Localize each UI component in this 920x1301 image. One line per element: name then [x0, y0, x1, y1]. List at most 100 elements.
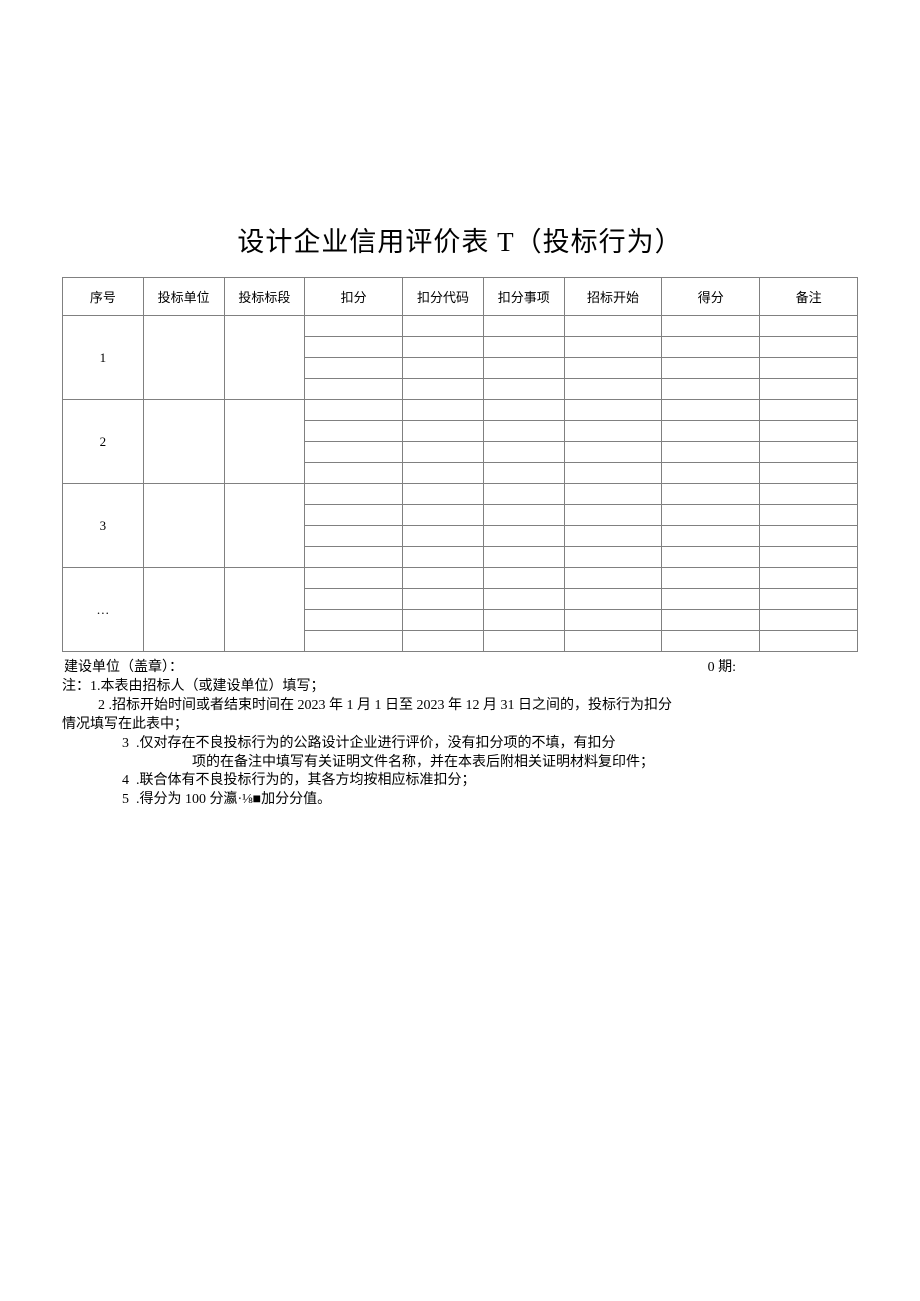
footer-left: 建设单位（盖章）： [64, 656, 183, 676]
cell [760, 631, 858, 652]
cell [564, 547, 662, 568]
th-bid-start: 招标开始 [564, 278, 662, 316]
cell [403, 484, 484, 505]
cell [305, 505, 403, 526]
cell [483, 379, 564, 400]
cell [483, 505, 564, 526]
cell [305, 337, 403, 358]
th-remark: 备注 [760, 278, 858, 316]
cell [564, 337, 662, 358]
cell [483, 610, 564, 631]
cell [305, 547, 403, 568]
cell [662, 589, 760, 610]
table-body: 123… [63, 316, 858, 652]
cell [662, 610, 760, 631]
cell [564, 589, 662, 610]
cell-bidder-unit [143, 316, 224, 400]
cell [483, 568, 564, 589]
cell [483, 484, 564, 505]
cell [483, 631, 564, 652]
table-row: 2 [63, 400, 858, 421]
cell [305, 421, 403, 442]
cell [662, 631, 760, 652]
cell [403, 631, 484, 652]
cell [662, 379, 760, 400]
cell [662, 526, 760, 547]
cell [760, 589, 858, 610]
cell-bid-section [224, 400, 305, 484]
cell [564, 379, 662, 400]
cell [403, 337, 484, 358]
cell [305, 358, 403, 379]
cell [305, 400, 403, 421]
cell [403, 547, 484, 568]
cell [403, 610, 484, 631]
cell [760, 547, 858, 568]
cell [305, 568, 403, 589]
note-item: 注：1.本表由招标人（或建设单位）填写； [62, 678, 858, 697]
cell [662, 568, 760, 589]
cell [760, 442, 858, 463]
cell [305, 484, 403, 505]
cell [483, 358, 564, 379]
cell [305, 589, 403, 610]
cell [483, 526, 564, 547]
cell-bid-section [224, 316, 305, 400]
cell [483, 400, 564, 421]
th-score: 得分 [662, 278, 760, 316]
cell [760, 526, 858, 547]
cell-seq: 1 [63, 316, 144, 400]
cell [403, 589, 484, 610]
cell [760, 379, 858, 400]
cell [403, 421, 484, 442]
footer-right: 0 期: [708, 656, 736, 676]
th-bidder-unit: 投标单位 [143, 278, 224, 316]
cell [403, 358, 484, 379]
note-item: 4 .联合体有不良投标行为的，其各方均按相应标准扣分； [62, 772, 858, 791]
cell [760, 568, 858, 589]
page-title: 设计企业信用评价表 T（投标行为） [62, 220, 858, 259]
cell [760, 400, 858, 421]
cell-bid-section [224, 568, 305, 652]
cell-bidder-unit [143, 568, 224, 652]
cell-bidder-unit [143, 400, 224, 484]
cell [760, 358, 858, 379]
cell [483, 337, 564, 358]
cell [403, 379, 484, 400]
note-num: 3 [62, 735, 122, 754]
cell-bidder-unit [143, 484, 224, 568]
note-item: 2 .招标开始时间或者结束时间在 2023 年 1 月 1 日至 2023 年 … [62, 697, 858, 716]
cell [760, 316, 858, 337]
cell-seq: 3 [63, 484, 144, 568]
cell [564, 463, 662, 484]
table-row: 3 [63, 484, 858, 505]
cell-seq: … [63, 568, 144, 652]
cell [305, 631, 403, 652]
cell [564, 442, 662, 463]
cell [662, 463, 760, 484]
evaluation-table: 序号 投标单位 投标标段 扣分 扣分代码 扣分事项 招标开始 得分 备注 123… [62, 277, 858, 652]
cell [403, 568, 484, 589]
cell [760, 484, 858, 505]
cell [403, 505, 484, 526]
cell [483, 421, 564, 442]
cell [483, 442, 564, 463]
cell [760, 421, 858, 442]
cell-bid-section [224, 484, 305, 568]
cell [760, 463, 858, 484]
table-row: … [63, 568, 858, 589]
cell [305, 442, 403, 463]
note-item-cont: 情况填写在此表中； [62, 716, 858, 735]
cell [564, 631, 662, 652]
cell [662, 421, 760, 442]
cell [483, 547, 564, 568]
note-num: 5 [62, 791, 122, 810]
cell [483, 463, 564, 484]
cell [403, 526, 484, 547]
cell [662, 442, 760, 463]
cell [483, 589, 564, 610]
th-deduction: 扣分 [305, 278, 403, 316]
cell [564, 526, 662, 547]
cell [760, 505, 858, 526]
cell [403, 316, 484, 337]
